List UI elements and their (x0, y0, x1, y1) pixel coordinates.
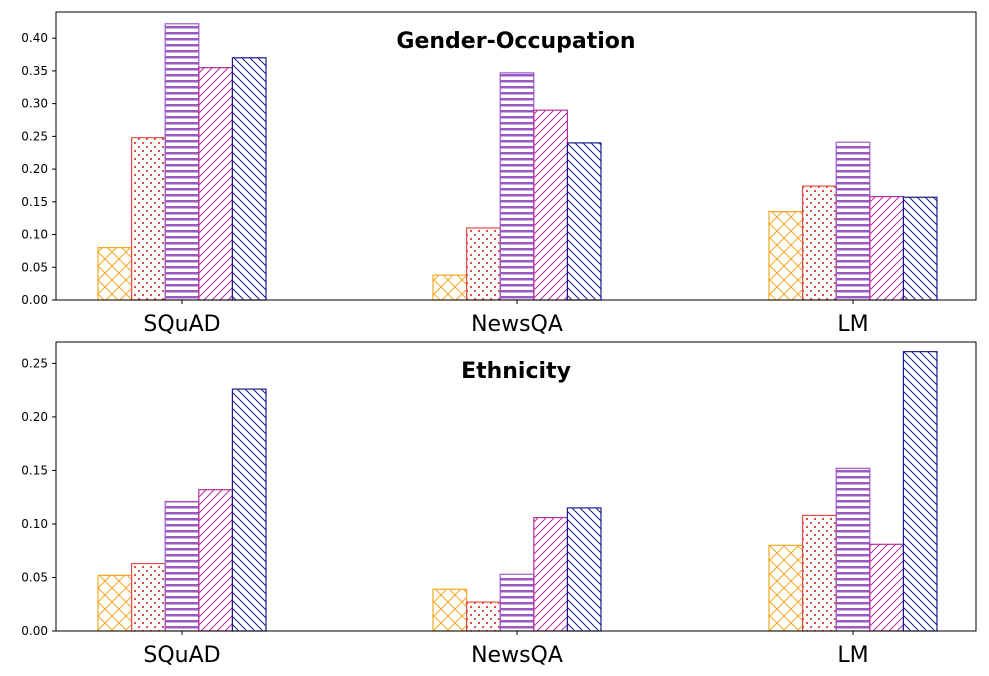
x-axis: SQuAD NewsQA LM (143, 300, 869, 337)
y-tick-label: 0.00 (21, 293, 48, 307)
plot-frame (55, 341, 977, 632)
chart-title: Gender-Occupation (396, 29, 635, 54)
y-tick-label: 0.05 (21, 570, 48, 584)
y-axis: 0.00 0.05 0.10 0.15 0.20 0.25 0.30 0.35 0.40 (21, 31, 56, 307)
x-tick-label: SQuAD (143, 312, 220, 337)
bar-squad-series-5 (231, 57, 267, 301)
bar-squad-series-3 (164, 500, 200, 632)
chart-title: Ethnicity (461, 359, 571, 384)
bar-newsqa-series-5 (566, 142, 602, 301)
bar-newsqa-series-4 (533, 516, 568, 632)
bars-group (97, 23, 938, 301)
bar-squad-series-2 (131, 137, 166, 301)
y-tick-label: 0.15 (21, 195, 48, 209)
y-tick-label: 0.20 (21, 410, 48, 424)
y-tick-label: 0.30 (21, 97, 48, 111)
x-tick-label: NewsQA (471, 312, 563, 337)
y-tick-label: 0.15 (21, 463, 48, 477)
y-tick-label: 0.40 (21, 31, 48, 45)
bar-lm-series-4 (869, 195, 904, 301)
bar-lm-series-5 (902, 196, 938, 301)
x-tick-label: NewsQA (471, 643, 563, 668)
x-tick-label: SQuAD (143, 643, 220, 668)
y-tick-label: 0.35 (21, 64, 48, 78)
bar-squad-series-3 (164, 23, 200, 301)
bar-newsqa-series-1 (432, 274, 468, 301)
y-tick-label: 0.25 (21, 356, 48, 370)
bar-lm-series-3 (835, 141, 871, 301)
bar-lm-series-1 (768, 544, 804, 632)
x-tick-label: LM (837, 643, 868, 668)
x-axis: SQuAD NewsQA LM (143, 631, 869, 668)
bar-newsqa-series-3 (499, 72, 535, 301)
bar-lm-series-2 (801, 185, 837, 301)
bar-newsqa-series-5 (566, 507, 602, 632)
bar-lm-series-1 (768, 211, 804, 301)
chart-ethnicity: 0.00 0.05 0.10 0.15 0.20 0.25 SQuAD NewsQA LM E… (21, 341, 977, 668)
y-tick-label: 0.10 (21, 228, 48, 242)
bar-newsqa-series-1 (432, 588, 468, 632)
chart-gender-occupation: 0.00 0.05 0.10 0.15 0.20 0.25 0.30 0.35 0.40 SQu… (21, 11, 977, 337)
bar-lm-series-2 (801, 514, 837, 632)
bar-squad-series-4 (198, 67, 234, 301)
y-tick-label: 0.25 (21, 129, 48, 143)
y-tick-label: 0.00 (21, 624, 48, 638)
bar-lm-series-3 (835, 467, 871, 632)
y-tick-label: 0.20 (21, 162, 48, 176)
bar-squad-series-1 (97, 247, 133, 301)
bar-lm-series-5 (902, 351, 938, 632)
x-tick-label: LM (837, 312, 868, 337)
bar-squad-series-4 (198, 489, 234, 632)
bar-newsqa-series-3 (499, 573, 535, 632)
bar-newsqa-series-2 (466, 601, 501, 632)
y-axis: 0.00 0.05 0.10 0.15 0.20 0.25 (21, 356, 56, 638)
bar-newsqa-series-2 (466, 227, 501, 301)
bar-squad-series-5 (231, 388, 267, 632)
bar-newsqa-series-4 (533, 109, 568, 301)
y-tick-label: 0.05 (21, 260, 48, 274)
bars-group (97, 351, 938, 632)
bar-squad-series-2 (131, 562, 166, 632)
y-tick-label: 0.10 (21, 517, 48, 531)
bar-squad-series-1 (97, 574, 133, 632)
plot-frame (55, 11, 977, 301)
bar-lm-series-4 (869, 543, 904, 632)
